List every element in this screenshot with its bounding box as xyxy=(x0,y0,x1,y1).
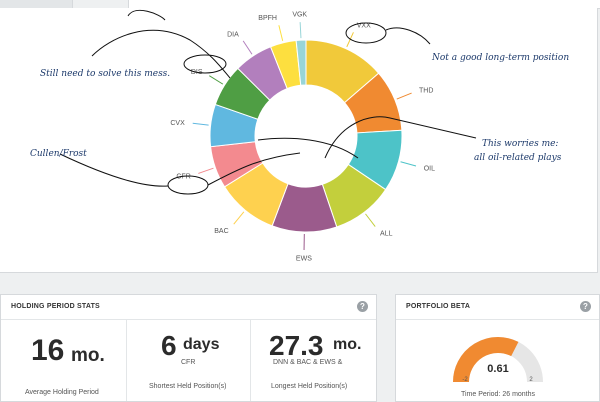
stat-longest: 27.3 mo. DNN & BAC & EWS & Longest Held … xyxy=(250,320,377,401)
panel-header: PORTFOLIO BETA ? xyxy=(396,295,599,320)
leader-line-oil xyxy=(401,162,416,166)
stat-value: 6 xyxy=(161,330,177,362)
stat-ticker: CFR xyxy=(181,359,195,366)
gauge-min-label: -2 xyxy=(462,377,468,383)
leader-line-dis xyxy=(209,76,223,84)
stat-average: 16 mo. Average Holding Period xyxy=(1,320,126,401)
slice-label-bac: BAC xyxy=(214,228,228,235)
leader-line-bpfh xyxy=(279,25,283,41)
stat-shortest: 6 days CFR Shortest Held Position(s) xyxy=(126,320,251,401)
stat-value: 16 xyxy=(31,334,64,368)
note-not-good: Not a good long-term position xyxy=(431,53,569,63)
leader-line-cfr xyxy=(198,168,213,173)
slice-label-oil: OIL xyxy=(424,166,435,173)
beta-gauge: 0.61 -2 2 Time Period: 26 months xyxy=(396,320,599,401)
portfolio-beta-panel: PORTFOLIO BETA ? 0.61 -2 2 Time Period: … xyxy=(395,294,600,402)
note-worries-1: This worries me: xyxy=(482,139,558,149)
stat-unit: mo. xyxy=(71,345,105,367)
stat-unit: mo. xyxy=(333,336,361,354)
panel-title: HOLDING PERIOD STATS xyxy=(11,303,100,310)
leader-line-thd xyxy=(397,93,412,99)
slice-label-vgk: VGK xyxy=(292,12,307,19)
circle-dnn xyxy=(184,55,226,73)
leader-line-all xyxy=(365,214,375,227)
leader-line-cvx xyxy=(193,123,209,125)
note-worries-2: all oil-related plays xyxy=(474,153,562,163)
slice-label-ews: EWS xyxy=(296,255,312,262)
leader-line-vgk xyxy=(300,22,301,38)
note-cullen-frost: Cullen/Frost xyxy=(30,149,87,159)
panel-title: PORTFOLIO BETA xyxy=(406,303,470,310)
panel-header: HOLDING PERIOD STATS ? xyxy=(1,295,376,320)
leader-line-dia xyxy=(243,41,252,54)
help-icon[interactable]: ? xyxy=(357,301,368,312)
slice-label-all: ALL xyxy=(380,230,393,237)
help-icon[interactable]: ? xyxy=(580,301,591,312)
stat-caption: Longest Held Position(s) xyxy=(271,383,347,390)
slice-label-bpfh: BPFH xyxy=(258,15,277,22)
stat-value: 27.3 xyxy=(269,330,324,362)
leader-line-bac xyxy=(234,212,244,224)
note-still-need: Still need to solve this mess. xyxy=(40,69,170,79)
annotation-line-vxx xyxy=(386,28,430,44)
tab-inactive[interactable] xyxy=(0,0,73,8)
slice-label-dia: DIA xyxy=(227,32,239,39)
stat-unit: days xyxy=(183,336,219,354)
holding-period-stats-panel: HOLDING PERIOD STATS ? 16 mo. Average Ho… xyxy=(0,294,377,402)
beta-period: Time Period: 26 months xyxy=(461,391,536,398)
slice-label-cvx: CVX xyxy=(170,120,185,127)
slice-label-thd: THD xyxy=(419,88,433,95)
stat-caption: Average Holding Period xyxy=(25,389,99,396)
annotation-scribble-top xyxy=(128,10,165,20)
beta-value: 0.61 xyxy=(487,363,508,375)
stat-ticker: DNN & BAC & EWS & xyxy=(273,359,342,366)
stat-caption: Shortest Held Position(s) xyxy=(149,383,226,390)
